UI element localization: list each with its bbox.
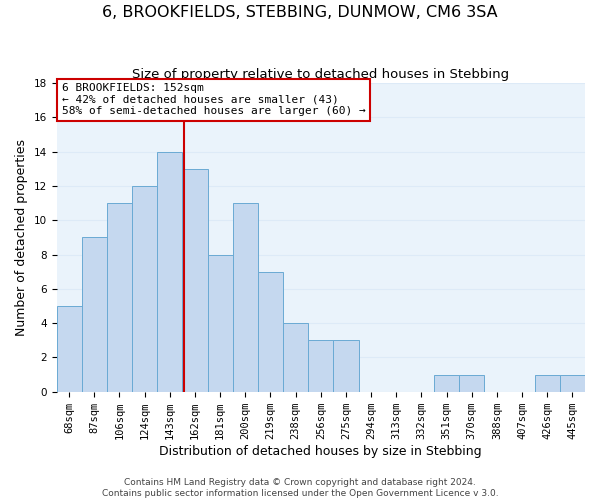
Bar bbox=[308, 340, 334, 392]
Y-axis label: Number of detached properties: Number of detached properties bbox=[15, 139, 28, 336]
Text: Contains HM Land Registry data © Crown copyright and database right 2024.
Contai: Contains HM Land Registry data © Crown c… bbox=[101, 478, 499, 498]
Bar bbox=[208, 254, 233, 392]
Text: 6, BROOKFIELDS, STEBBING, DUNMOW, CM6 3SA: 6, BROOKFIELDS, STEBBING, DUNMOW, CM6 3S… bbox=[102, 5, 498, 20]
Bar bbox=[56, 306, 82, 392]
Bar bbox=[258, 272, 283, 392]
Bar bbox=[182, 169, 208, 392]
X-axis label: Distribution of detached houses by size in Stebbing: Distribution of detached houses by size … bbox=[160, 444, 482, 458]
Bar bbox=[233, 203, 258, 392]
Bar bbox=[283, 323, 308, 392]
Bar bbox=[157, 152, 182, 392]
Bar bbox=[82, 238, 107, 392]
Bar bbox=[459, 374, 484, 392]
Bar bbox=[132, 186, 157, 392]
Text: 6 BROOKFIELDS: 152sqm
← 42% of detached houses are smaller (43)
58% of semi-deta: 6 BROOKFIELDS: 152sqm ← 42% of detached … bbox=[62, 83, 365, 116]
Bar bbox=[107, 203, 132, 392]
Bar bbox=[535, 374, 560, 392]
Title: Size of property relative to detached houses in Stebbing: Size of property relative to detached ho… bbox=[132, 68, 509, 80]
Bar bbox=[334, 340, 359, 392]
Bar bbox=[434, 374, 459, 392]
Bar bbox=[560, 374, 585, 392]
